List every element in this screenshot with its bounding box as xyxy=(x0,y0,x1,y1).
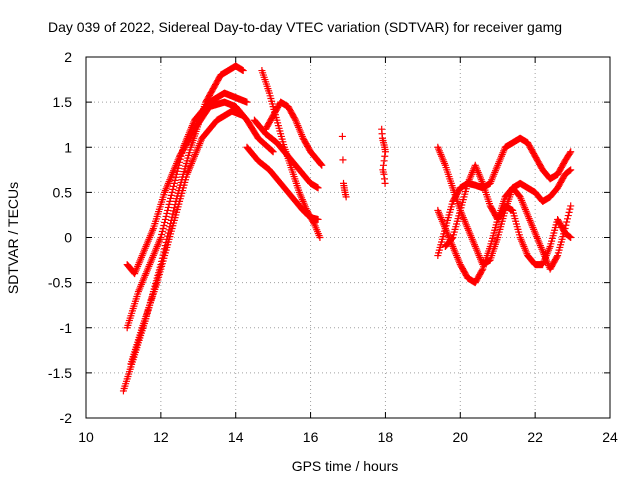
data-point-arc-2 xyxy=(171,176,179,184)
data-point-arc-14 xyxy=(565,232,573,240)
y-tick-label: 0.5 xyxy=(53,184,73,200)
data-point-arc-11 xyxy=(567,148,575,156)
data-point-arc-13 xyxy=(564,212,572,220)
data-point-arc-8 xyxy=(314,184,322,192)
data-point-arc-2 xyxy=(167,191,175,199)
data-point-arc-13 xyxy=(553,253,561,261)
x-tick-label: 14 xyxy=(228,429,244,445)
data-point-arc-2 xyxy=(170,179,178,187)
y-axis-label: SDTVAR / TECUs xyxy=(5,182,21,294)
data-point-arc-9 xyxy=(342,193,350,201)
data-point-arc-1 xyxy=(239,67,247,75)
data-point-arc-9 xyxy=(338,132,346,140)
data-point-arc-10 xyxy=(379,161,387,169)
data-point-arc-2 xyxy=(172,173,180,181)
data-point-arc-2 xyxy=(167,194,175,202)
data-point-arc-10 xyxy=(380,157,388,165)
data-point-arc-14 xyxy=(448,234,456,242)
x-axis-label: GPS time / hours xyxy=(292,458,399,474)
axis-ticks: 10 12 14 16 18 20 22 24 -2 -1.5 -1 -0.5 0 0.5 1 1.5 2 xyxy=(48,49,618,445)
data-point-arc-2 xyxy=(163,209,171,217)
data-point-arc-2 xyxy=(166,197,174,205)
x-tick-label: 20 xyxy=(452,429,468,445)
data-point-arc-9 xyxy=(339,156,347,164)
data-point-arc-6 xyxy=(314,215,322,223)
data-point-arc-12 xyxy=(566,166,574,174)
data-point-arc-13 xyxy=(565,208,573,216)
data-point-arc-11 xyxy=(566,149,574,157)
x-tick-label: 10 xyxy=(78,429,94,445)
y-tick-label: -2 xyxy=(60,410,73,426)
data-point-arc-13 xyxy=(566,205,574,213)
data-point-arc-10 xyxy=(381,179,389,187)
data-point-arc-7 xyxy=(317,160,325,168)
data-point-arc-2 xyxy=(165,200,173,208)
y-tick-label: -1.5 xyxy=(48,365,72,381)
data-point-arc-2 xyxy=(168,188,176,196)
data-point-arc-3 xyxy=(269,148,277,156)
y-tick-label: -1 xyxy=(60,320,73,336)
data-point-arc-2 xyxy=(158,230,166,238)
data-point-arc-2 xyxy=(159,224,167,232)
y-tick-label: 1 xyxy=(64,139,72,155)
plot-frame xyxy=(85,56,611,419)
data-point-arc-2 xyxy=(160,221,168,229)
data-point-arc-2 xyxy=(162,212,170,220)
data-point-arc-2 xyxy=(169,185,177,193)
data-point-arc-2 xyxy=(164,206,172,214)
chart-title: Day 039 of 2022, Sidereal Day-to-day VTE… xyxy=(48,19,562,35)
data-point-arc-4 xyxy=(239,112,247,120)
data-point-arc-3 xyxy=(268,146,276,154)
y-tick-label: -0.5 xyxy=(48,275,72,291)
data-point-arc-13 xyxy=(478,266,486,274)
y-tick-label: 2 xyxy=(64,49,72,65)
data-point-arc-2 xyxy=(243,98,251,106)
data-point-arc-2 xyxy=(164,203,172,211)
data-point-arc-13 xyxy=(563,215,571,223)
data-point-arc-13 xyxy=(567,202,575,210)
data-point-arc-5 xyxy=(316,234,324,241)
data-point-arc-2 xyxy=(161,218,169,226)
data-point-arc-10 xyxy=(381,152,389,160)
data-point-arc-14 xyxy=(566,233,574,241)
data-point-arc-14 xyxy=(567,234,575,241)
x-tick-label: 24 xyxy=(602,429,618,445)
data-point-arc-13 xyxy=(563,218,571,226)
data-point-arc-2 xyxy=(157,234,165,241)
data-point-arc-3 xyxy=(268,147,276,155)
data-point-arc-1 xyxy=(170,207,178,215)
y-tick-label: 0 xyxy=(64,230,72,246)
data-point-arc-10 xyxy=(381,148,389,156)
data-point-arc-1 xyxy=(169,210,177,218)
data-point-arc-2 xyxy=(161,215,169,223)
x-tick-label: 18 xyxy=(378,429,394,445)
x-tick-label: 22 xyxy=(527,429,543,445)
grid xyxy=(86,57,610,418)
data-point-arc-2 xyxy=(158,227,166,235)
data-point-arc-7 xyxy=(291,115,299,123)
data-points xyxy=(119,62,575,395)
x-tick-label: 12 xyxy=(153,429,169,445)
y-tick-label: 1.5 xyxy=(53,94,73,110)
data-point-arc-12 xyxy=(567,166,575,174)
data-point-arc-2 xyxy=(170,182,178,190)
x-tick-label: 16 xyxy=(303,429,319,445)
data-point-arc-12 xyxy=(565,167,573,175)
data-point-arc-7 xyxy=(318,161,326,169)
